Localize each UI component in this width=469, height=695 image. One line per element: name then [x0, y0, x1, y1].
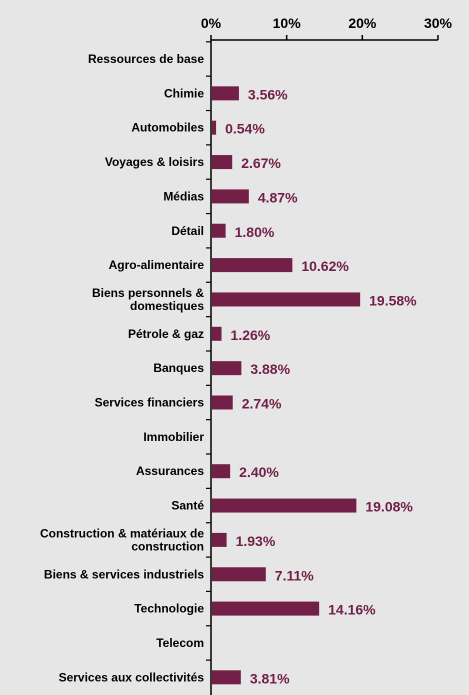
axis-layer: 0% 10% 20% 30%: [201, 15, 453, 695]
category-label: Banques: [153, 361, 204, 375]
category-label: Santé: [171, 499, 204, 513]
bar: [212, 498, 357, 513]
category-label: Pétrole & gaz: [128, 327, 204, 341]
category-label: Automobiles: [131, 121, 204, 135]
data-label: 10.62%: [301, 258, 349, 274]
bar: [212, 326, 222, 341]
bar: [212, 567, 266, 582]
bar: [212, 189, 249, 204]
data-label: 2.74%: [242, 396, 282, 412]
bar: [212, 395, 233, 410]
bar: [212, 361, 242, 376]
data-label: 19.08%: [365, 499, 413, 515]
data-label: 1.93%: [236, 533, 276, 549]
data-label: 3.81%: [250, 670, 290, 686]
data-label: 1.26%: [231, 327, 271, 343]
data-label: 19.58%: [369, 292, 417, 308]
category-label: Assurances: [136, 464, 204, 478]
data-label: 4.87%: [258, 189, 298, 205]
bar: [212, 464, 231, 479]
bar: [212, 532, 227, 547]
data-label: 0.54%: [225, 121, 265, 137]
data-label: 14.16%: [328, 602, 376, 618]
bar: [212, 120, 217, 135]
category-label: Ressources de base: [88, 52, 204, 66]
data-label: 2.40%: [239, 464, 279, 480]
bar: [212, 223, 226, 238]
category-label: Immobilier: [143, 430, 204, 444]
data-label: 3.88%: [250, 361, 290, 377]
category-label: Détail: [171, 224, 204, 238]
x-tick-label: 0%: [201, 15, 222, 31]
bar: [212, 258, 293, 273]
category-label: Technologie: [134, 602, 204, 616]
category-label: Construction & matériaux de construction: [40, 526, 204, 553]
data-label: 7.11%: [275, 567, 314, 583]
data-label: 3.56%: [248, 86, 288, 102]
category-label: Biens personnels & domestiques: [92, 286, 204, 313]
category-label: Telecom: [156, 636, 204, 650]
bar: [212, 292, 361, 307]
label-layer: Ressources de base Chimie 3.56% Automobiles…: [40, 52, 417, 686]
data-label: 2.67%: [241, 155, 281, 171]
bar-layer: [212, 86, 361, 685]
category-label: Médias: [163, 189, 204, 203]
bar: [212, 601, 320, 616]
x-tick-label: 30%: [424, 15, 453, 31]
x-tick-label: 10%: [273, 15, 302, 31]
category-label: Biens & services industriels: [44, 567, 204, 581]
bar: [212, 670, 241, 685]
data-label: 1.80%: [235, 224, 275, 240]
category-label: Chimie: [164, 86, 204, 100]
x-tick-label: 20%: [348, 15, 377, 31]
category-label: Voyages & loisirs: [105, 155, 204, 169]
category-label: Agro-alimentaire: [109, 258, 205, 272]
bar: [212, 86, 239, 101]
category-label: Services financiers: [95, 396, 205, 410]
bar: [212, 155, 233, 170]
category-label: Services aux collectivités: [59, 670, 205, 684]
